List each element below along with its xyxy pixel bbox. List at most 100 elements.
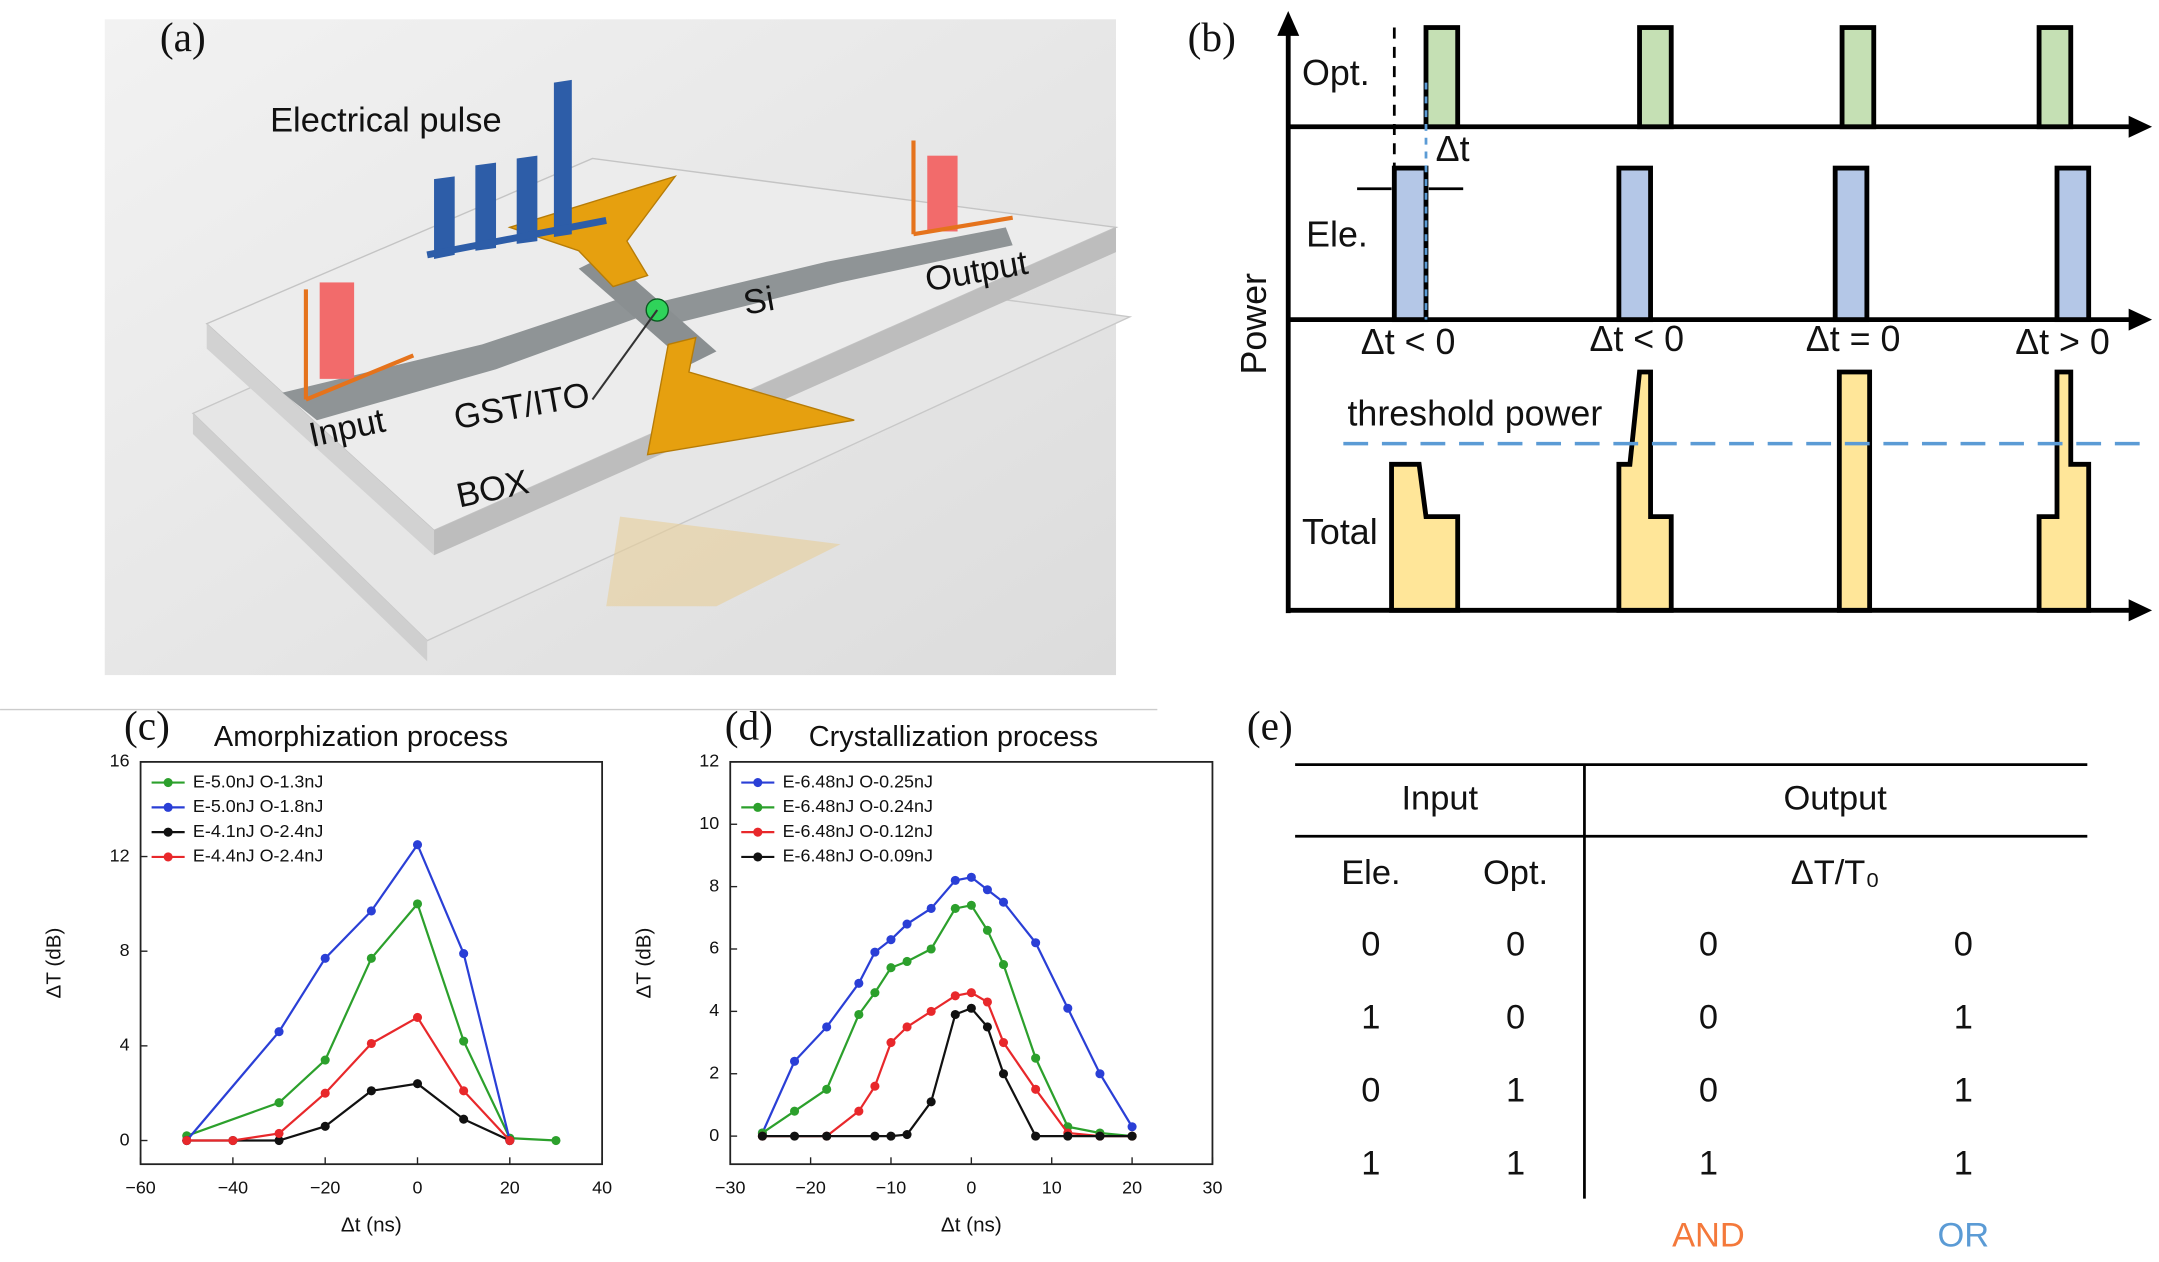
- data-point: [320, 1088, 330, 1098]
- column-header: ΔT/T₀: [1791, 854, 1880, 892]
- data-point: [320, 953, 330, 963]
- x-tick-label: −40: [218, 1178, 248, 1198]
- data-point: [902, 919, 912, 929]
- y-axis-label: ΔT (dB): [632, 928, 655, 999]
- data-point: [822, 1084, 832, 1094]
- table-cell: 1: [1506, 1072, 1525, 1110]
- series-line: [186, 1082, 511, 1142]
- table-cell: 1: [1954, 1145, 1973, 1183]
- data-point: [998, 1038, 1009, 1048]
- data-point: [789, 1106, 800, 1116]
- panel-label: (d): [725, 703, 773, 750]
- data-point: [182, 1135, 192, 1146]
- legend-marker: [163, 827, 173, 837]
- x-tick-label: −30: [715, 1178, 745, 1198]
- data-point: [870, 947, 880, 957]
- panel-b: [1277, 11, 2153, 622]
- legend-marker: [753, 827, 763, 837]
- series-line: [761, 876, 1134, 1134]
- row-label: Opt.: [1302, 53, 1370, 93]
- series-line: [762, 991, 1133, 1138]
- data-point: [950, 903, 960, 914]
- row-label: Total: [1302, 512, 1378, 552]
- data-point: [926, 903, 936, 914]
- data-point: [966, 872, 976, 882]
- y-tick-label: 10: [699, 813, 719, 833]
- legend-label: E-4.4nJ O-2.4nJ: [193, 846, 323, 866]
- ele-pulses: [1391, 165, 2092, 323]
- data-point: [459, 1036, 469, 1046]
- data-point: [982, 997, 992, 1007]
- data-point: [1095, 1131, 1105, 1141]
- box-upper-front: [434, 227, 1117, 556]
- data-point: [1063, 1003, 1073, 1013]
- y-tick-label: 16: [110, 751, 130, 771]
- data-point: [926, 1097, 936, 1107]
- data-point: [789, 1131, 800, 1141]
- delta-t-label: Δt: [1436, 129, 1470, 169]
- x-tick-label: −10: [876, 1178, 906, 1198]
- data-point: [902, 956, 912, 967]
- x-tick-label: 40: [592, 1178, 612, 1198]
- data-point: [320, 1121, 330, 1131]
- footer-label: AND: [1672, 1216, 1745, 1254]
- table-cell: 0: [1699, 926, 1718, 964]
- data-point: [412, 899, 423, 909]
- x-tick-label: −20: [310, 1178, 340, 1198]
- output-pulse: [911, 140, 1014, 237]
- group-header: Input: [1401, 780, 1478, 818]
- data-point: [886, 1131, 896, 1141]
- data-point: [966, 1003, 976, 1013]
- condition-label: Δt = 0: [1806, 319, 1901, 359]
- data-point: [926, 1006, 936, 1016]
- data-point: [998, 1069, 1009, 1079]
- data-point: [320, 1055, 330, 1065]
- electrode-top: [507, 175, 677, 288]
- input-waveguide: [282, 296, 648, 421]
- table-cell: 0: [1506, 999, 1525, 1037]
- data-point: [870, 1081, 880, 1091]
- series-line: [186, 901, 557, 1142]
- y-axis-label: ΔT (dB): [43, 928, 66, 999]
- legend-label: E-5.0nJ O-1.3nJ: [193, 771, 323, 791]
- row-label: Ele.: [1306, 214, 1368, 254]
- y-tick-label: 2: [709, 1062, 719, 1082]
- gst-pointer: [591, 309, 659, 401]
- legend-label: E-5.0nJ O-1.8nJ: [193, 796, 323, 816]
- legend-label: E-6.48nJ O-0.25nJ: [783, 771, 933, 791]
- output-waveguide: [654, 227, 1013, 326]
- panel-label: (e): [1247, 703, 1293, 750]
- data-point: [902, 1022, 912, 1032]
- footer-label: OR: [1937, 1216, 1989, 1254]
- axis-label: Power: [1234, 273, 1274, 375]
- data-point: [854, 978, 864, 988]
- data-point: [886, 1038, 896, 1048]
- data-point: [1031, 1084, 1041, 1094]
- data-point: [1031, 1053, 1041, 1063]
- data-point: [366, 1038, 376, 1049]
- opt-pulses: [1423, 25, 2074, 130]
- data-point: [412, 840, 423, 850]
- x-tick-label: 0: [966, 1178, 976, 1198]
- table-cell: 1: [1506, 1145, 1525, 1183]
- y-tick-label: 0: [120, 1129, 130, 1149]
- x-axis-label: Δt (ns): [341, 1214, 402, 1237]
- data-point: [1031, 938, 1041, 948]
- chart-title: Amorphization process: [214, 721, 508, 753]
- data-point: [982, 925, 992, 935]
- data-point: [870, 1131, 880, 1141]
- arrowheads: [1277, 11, 2153, 622]
- data-point: [274, 1128, 284, 1138]
- series-line: [185, 842, 511, 1142]
- panel-label: (b): [1188, 14, 1236, 61]
- table-cell: 1: [1361, 999, 1380, 1037]
- data-point: [1127, 1131, 1137, 1141]
- legend-marker: [753, 778, 763, 788]
- x-axis-label: Δt (ns): [941, 1214, 1002, 1237]
- label: Electrical pulse: [270, 102, 502, 140]
- data-point: [505, 1135, 515, 1146]
- data-point: [274, 1135, 284, 1146]
- data-point: [551, 1135, 561, 1146]
- data-point: [966, 900, 976, 910]
